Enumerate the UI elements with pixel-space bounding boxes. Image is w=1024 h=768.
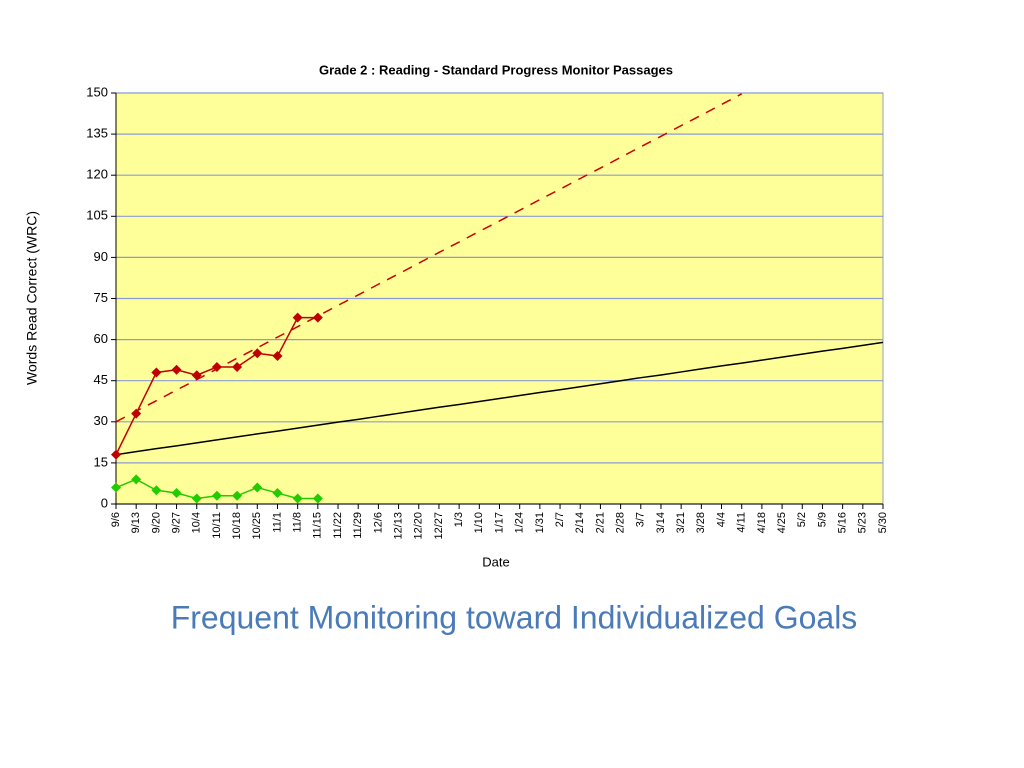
marker [232,490,243,501]
y-tick-label: 75 [94,290,108,305]
marker [131,474,142,485]
x-tick-label: 12/20 [413,512,425,540]
x-tick-label: 11/29 [352,512,364,539]
y-tick-label: 135 [86,126,108,141]
x-tick-label: 9/6 [110,512,122,527]
marker [292,312,303,323]
marker [171,364,182,375]
marker [211,490,222,501]
y-tick-label: 60 [94,331,108,346]
x-tick-label: 3/14 [655,512,667,533]
x-tick-label: 10/25 [251,512,263,540]
x-tick-label: 10/11 [211,512,223,539]
y-tick-label: 150 [86,84,108,99]
marker [252,348,263,359]
y-tick-label: 105 [86,208,108,223]
x-tick-label: 11/15 [312,512,324,539]
marker [191,370,202,381]
x-tick-label: 4/18 [756,512,768,533]
marker [312,493,323,504]
marker [131,408,142,419]
x-tick-label: 5/9 [816,512,828,527]
x-tick-label: 4/4 [715,512,727,527]
x-axis-label: Date [482,554,509,569]
x-tick-label: 2/21 [594,512,606,533]
marker [211,362,222,372]
x-tick-label: 10/18 [231,512,243,540]
x-tick-label: 9/13 [130,512,142,533]
x-tick-label: 1/3 [453,512,465,527]
marker [252,482,263,493]
x-tick-label: 3/28 [695,512,707,533]
x-tick-label: 11/22 [332,512,344,539]
y-tick-label: 120 [86,167,108,182]
marker [272,351,283,362]
y-tick-label: 0 [101,495,108,510]
series-line [115,341,884,456]
marker [191,493,202,504]
marker [111,482,121,493]
x-tick-label: 12/6 [372,512,384,533]
y-tick-label: 90 [94,249,108,264]
marker [232,362,243,372]
x-tick-label: 1/24 [514,512,526,533]
marker [312,312,323,323]
x-tick-label: 1/10 [473,512,485,533]
x-tick-label: 5/30 [877,512,889,533]
marker [151,367,162,378]
marker [272,488,283,499]
x-tick-label: 1/31 [534,512,546,533]
chart-title: Grade 2 : Reading - Standard Progress Mo… [319,62,673,77]
marker [292,493,303,504]
x-tick-label: 9/20 [150,512,162,533]
x-tick-label: 12/27 [433,512,445,540]
x-tick-label: 9/27 [170,512,182,533]
x-tick-label: 1/17 [493,512,505,533]
marker [111,449,121,460]
marker [151,485,162,496]
x-tick-label: 5/2 [796,512,808,527]
x-tick-label: 5/23 [857,512,869,533]
x-tick-label: 4/11 [736,512,748,533]
x-tick-label: 2/28 [615,512,627,533]
x-tick-label: 3/7 [635,512,647,527]
x-tick-label: 12/13 [392,512,404,540]
x-tick-label: 4/25 [776,512,788,533]
x-tick-label: 10/4 [191,512,203,533]
x-tick-label: 11/1 [271,512,283,533]
x-tick-label: 11/8 [292,512,304,533]
x-tick-label: 3/21 [675,512,687,533]
y-axis-label: Words Read Correct (WRC) [24,211,40,385]
y-tick-label: 45 [94,372,108,387]
y-tick-label: 15 [94,454,108,469]
x-tick-label: 5/16 [837,512,849,533]
x-tick-label: 2/14 [574,512,586,533]
marker [171,488,182,499]
caption: Frequent Monitoring toward Individualize… [171,599,858,635]
y-tick-label: 30 [94,413,108,428]
x-tick-label: 2/7 [554,512,566,527]
